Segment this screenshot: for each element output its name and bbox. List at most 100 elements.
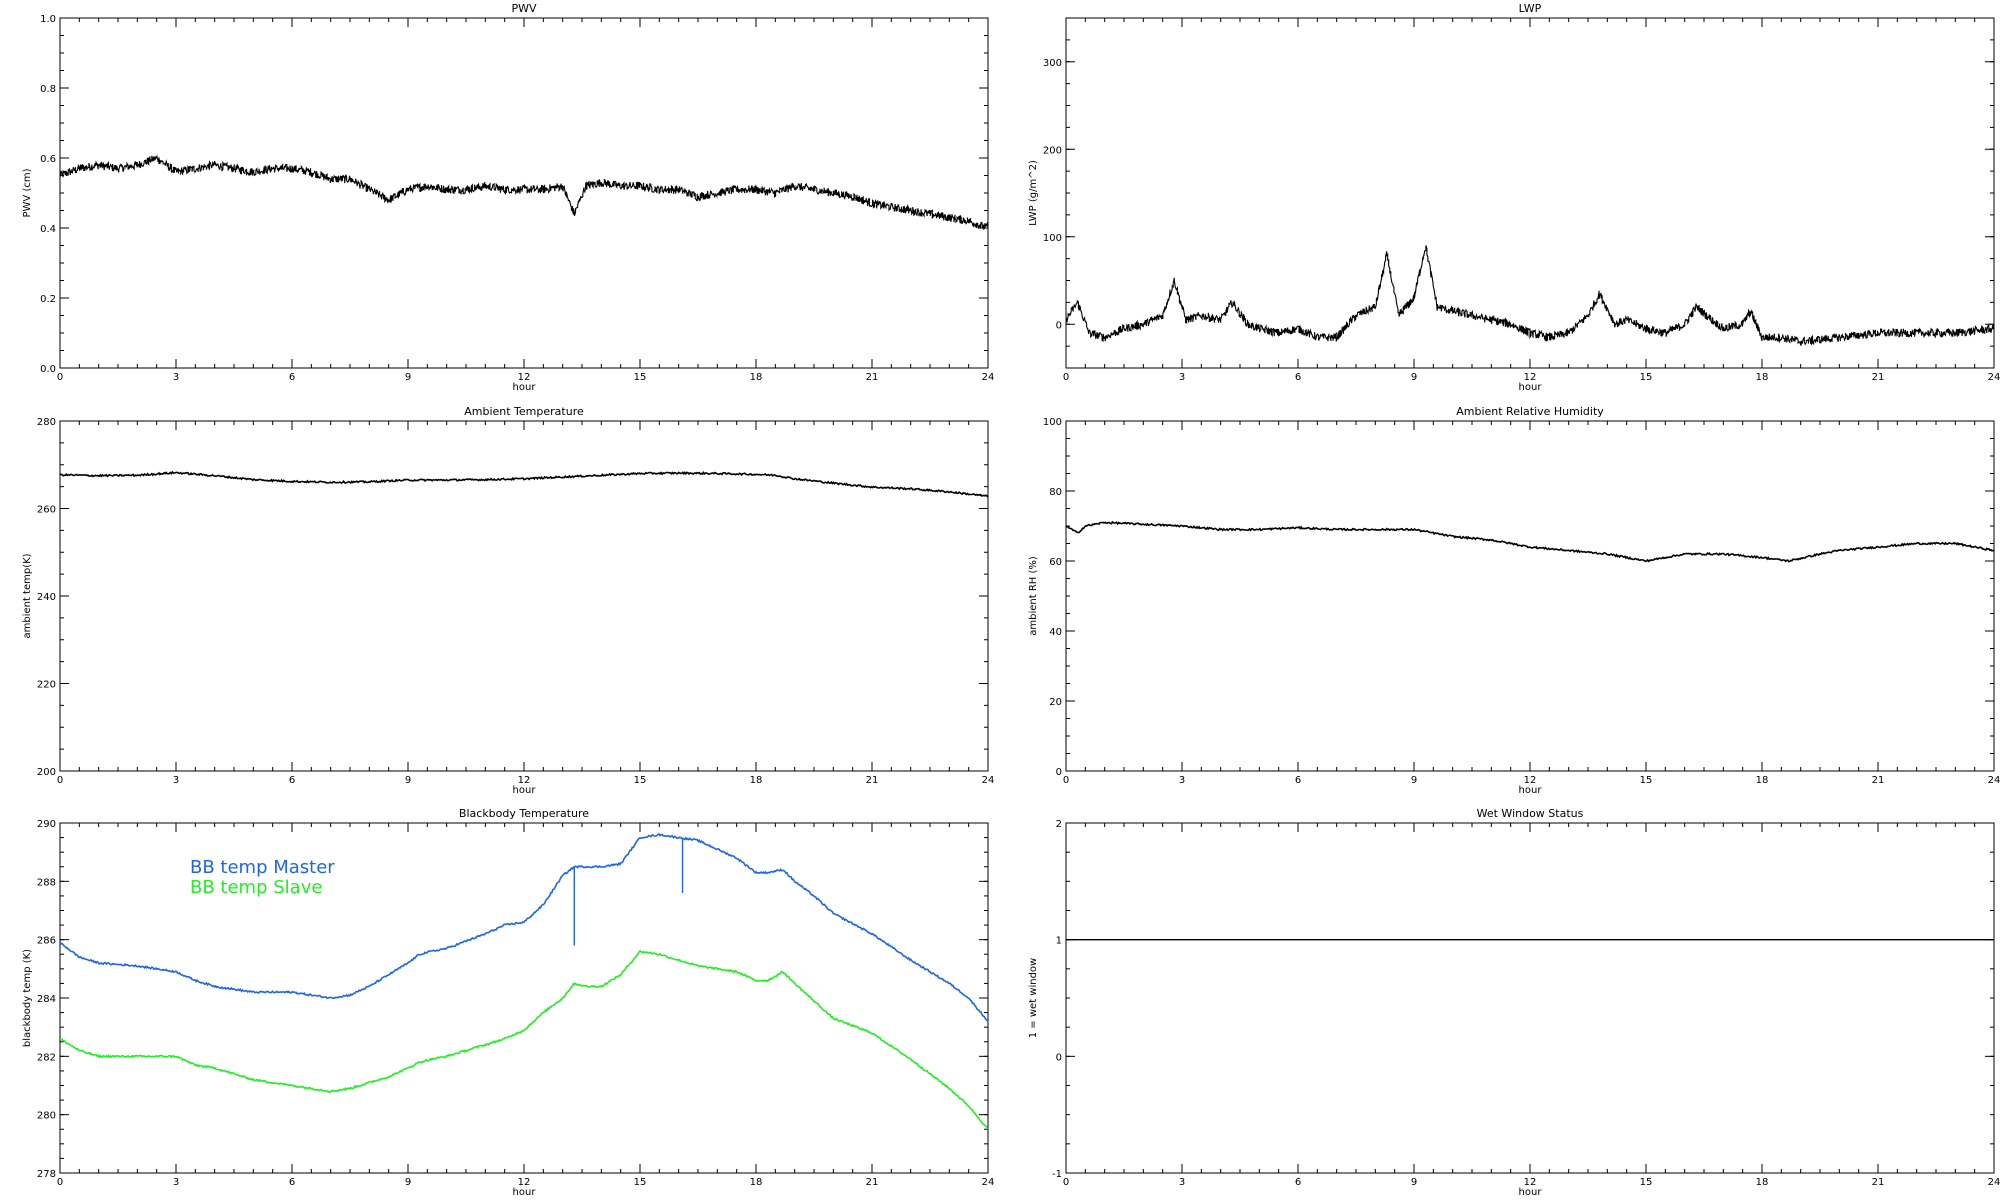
series-group	[1066, 245, 1994, 346]
x-tick-label: 21	[1872, 1177, 1885, 1188]
y-axis-label: LWP (g/m^2)	[1028, 160, 1039, 226]
chart-title: Ambient Temperature	[464, 405, 584, 418]
y-tick-label: -1	[1052, 1169, 1062, 1180]
x-tick-label: 24	[1988, 775, 2000, 786]
y-axis-label: blackbody temp (K)	[22, 949, 33, 1047]
series-line	[60, 154, 988, 231]
x-tick-label: 0	[57, 775, 63, 786]
y-tick-label: 0	[1056, 320, 1062, 331]
chart-panel-4: Blackbody Temperature 0 3 6 9 12 15 18 21 24 hour 2…	[22, 807, 994, 1198]
x-tick-label: 21	[866, 372, 879, 383]
y-tick-label: 0	[1056, 767, 1062, 778]
x-tick-label: 21	[1872, 372, 1885, 383]
plot-frame	[1065, 822, 1995, 1174]
x-tick-label: 15	[1640, 372, 1653, 383]
x-axis-label: hour	[1519, 1187, 1543, 1198]
x-tick-label: 21	[1872, 775, 1885, 786]
y-tick-label: 280	[37, 1111, 56, 1122]
series-line-0	[60, 832, 988, 1022]
chart-title: PWV	[511, 2, 537, 15]
chart-title: Blackbody Temperature	[459, 807, 589, 820]
y-axis-label: ambient RH (%)	[1028, 556, 1039, 636]
legend-entry: BB temp Master	[190, 857, 335, 878]
x-tick-label: 6	[1295, 372, 1301, 383]
x-tick-label: 0	[1063, 775, 1069, 786]
chart-panel-3: Ambient Relative Humidity 0 3 6 9 12 15 18 21 24 h…	[1028, 405, 2000, 796]
x-tick-label: 24	[1988, 372, 2000, 383]
x-tick-label: 6	[1295, 1177, 1301, 1188]
y-tick-label: 220	[37, 680, 56, 691]
series-group	[60, 832, 988, 1130]
x-tick-label: 15	[1640, 1177, 1653, 1188]
x-tick-label: 15	[634, 775, 647, 786]
x-tick-label: 18	[750, 775, 763, 786]
y-tick-label: 0.8	[40, 84, 56, 95]
series-line-0	[1066, 520, 1994, 563]
series-line-0	[60, 470, 988, 498]
x-tick-label: 15	[634, 372, 647, 383]
series-group	[60, 154, 988, 231]
y-tick-label: 288	[37, 877, 56, 888]
x-axis-label: hour	[513, 785, 537, 796]
x-axis-label: hour	[1519, 785, 1543, 796]
y-tick-label: 0.0	[40, 364, 56, 375]
x-tick-label: 21	[866, 775, 879, 786]
chart-title: Ambient Relative Humidity	[1456, 405, 1604, 418]
x-tick-label: 3	[1179, 775, 1185, 786]
chart-title: Wet Window Status	[1477, 807, 1584, 820]
y-tick-label: 100	[1043, 233, 1062, 244]
x-tick-label: 21	[866, 1177, 879, 1188]
y-tick-label: 200	[1043, 145, 1062, 156]
x-tick-label: 15	[1640, 775, 1653, 786]
x-tick-label: 9	[405, 372, 411, 383]
x-tick-label: 9	[1411, 775, 1417, 786]
y-tick-label: 40	[1049, 627, 1062, 638]
y-axis-label: ambient temp(K)	[22, 553, 33, 638]
y-tick-label: 278	[37, 1169, 56, 1180]
x-tick-label: 15	[634, 1177, 647, 1188]
x-tick-label: 18	[1756, 372, 1769, 383]
legend-entry: BB temp Slave	[190, 877, 322, 898]
y-axis-label: PWV (cm)	[22, 168, 33, 217]
y-tick-label: 80	[1049, 487, 1062, 498]
y-tick-label: 282	[37, 1052, 56, 1063]
x-tick-label: 6	[1295, 775, 1301, 786]
x-tick-label: 12	[1524, 1177, 1537, 1188]
x-tick-label: 0	[1063, 372, 1069, 383]
x-tick-label: 18	[750, 372, 763, 383]
x-tick-label: 12	[1524, 775, 1537, 786]
x-tick-label: 3	[173, 775, 179, 786]
y-tick-label: 200	[37, 767, 56, 778]
x-tick-label: 12	[518, 1177, 531, 1188]
y-tick-label: 20	[1049, 697, 1062, 708]
x-tick-label: 18	[1756, 1177, 1769, 1188]
y-tick-label: 290	[37, 819, 56, 830]
plot-frame	[59, 420, 989, 772]
y-tick-label: 2	[1056, 819, 1062, 830]
chart-panel-1: LWP 0 3 6 9 12 15 18 21 24 hour 0 100 200 300 LWP (g/m^…	[1028, 2, 2000, 393]
y-tick-label: 60	[1049, 557, 1062, 568]
x-tick-label: 3	[173, 372, 179, 383]
y-tick-label: 0	[1056, 1052, 1062, 1063]
x-tick-label: 12	[1524, 372, 1537, 383]
x-tick-label: 6	[289, 372, 295, 383]
y-tick-label: 286	[37, 936, 56, 947]
x-tick-label: 9	[405, 1177, 411, 1188]
x-tick-label: 9	[1411, 1177, 1417, 1188]
x-tick-label: 18	[1756, 775, 1769, 786]
x-tick-label: 6	[289, 1177, 295, 1188]
x-tick-label: 6	[289, 775, 295, 786]
x-axis-label: hour	[513, 1187, 537, 1198]
x-tick-label: 24	[982, 1177, 995, 1188]
y-tick-label: 280	[37, 417, 56, 428]
x-tick-label: 12	[518, 775, 531, 786]
x-tick-label: 18	[750, 1177, 763, 1188]
plot-frame	[59, 17, 989, 369]
series-group	[60, 470, 988, 498]
series-line	[1066, 245, 1994, 346]
x-tick-label: 3	[1179, 372, 1185, 383]
series-group	[1066, 520, 1994, 563]
chart-title: LWP	[1519, 2, 1542, 15]
